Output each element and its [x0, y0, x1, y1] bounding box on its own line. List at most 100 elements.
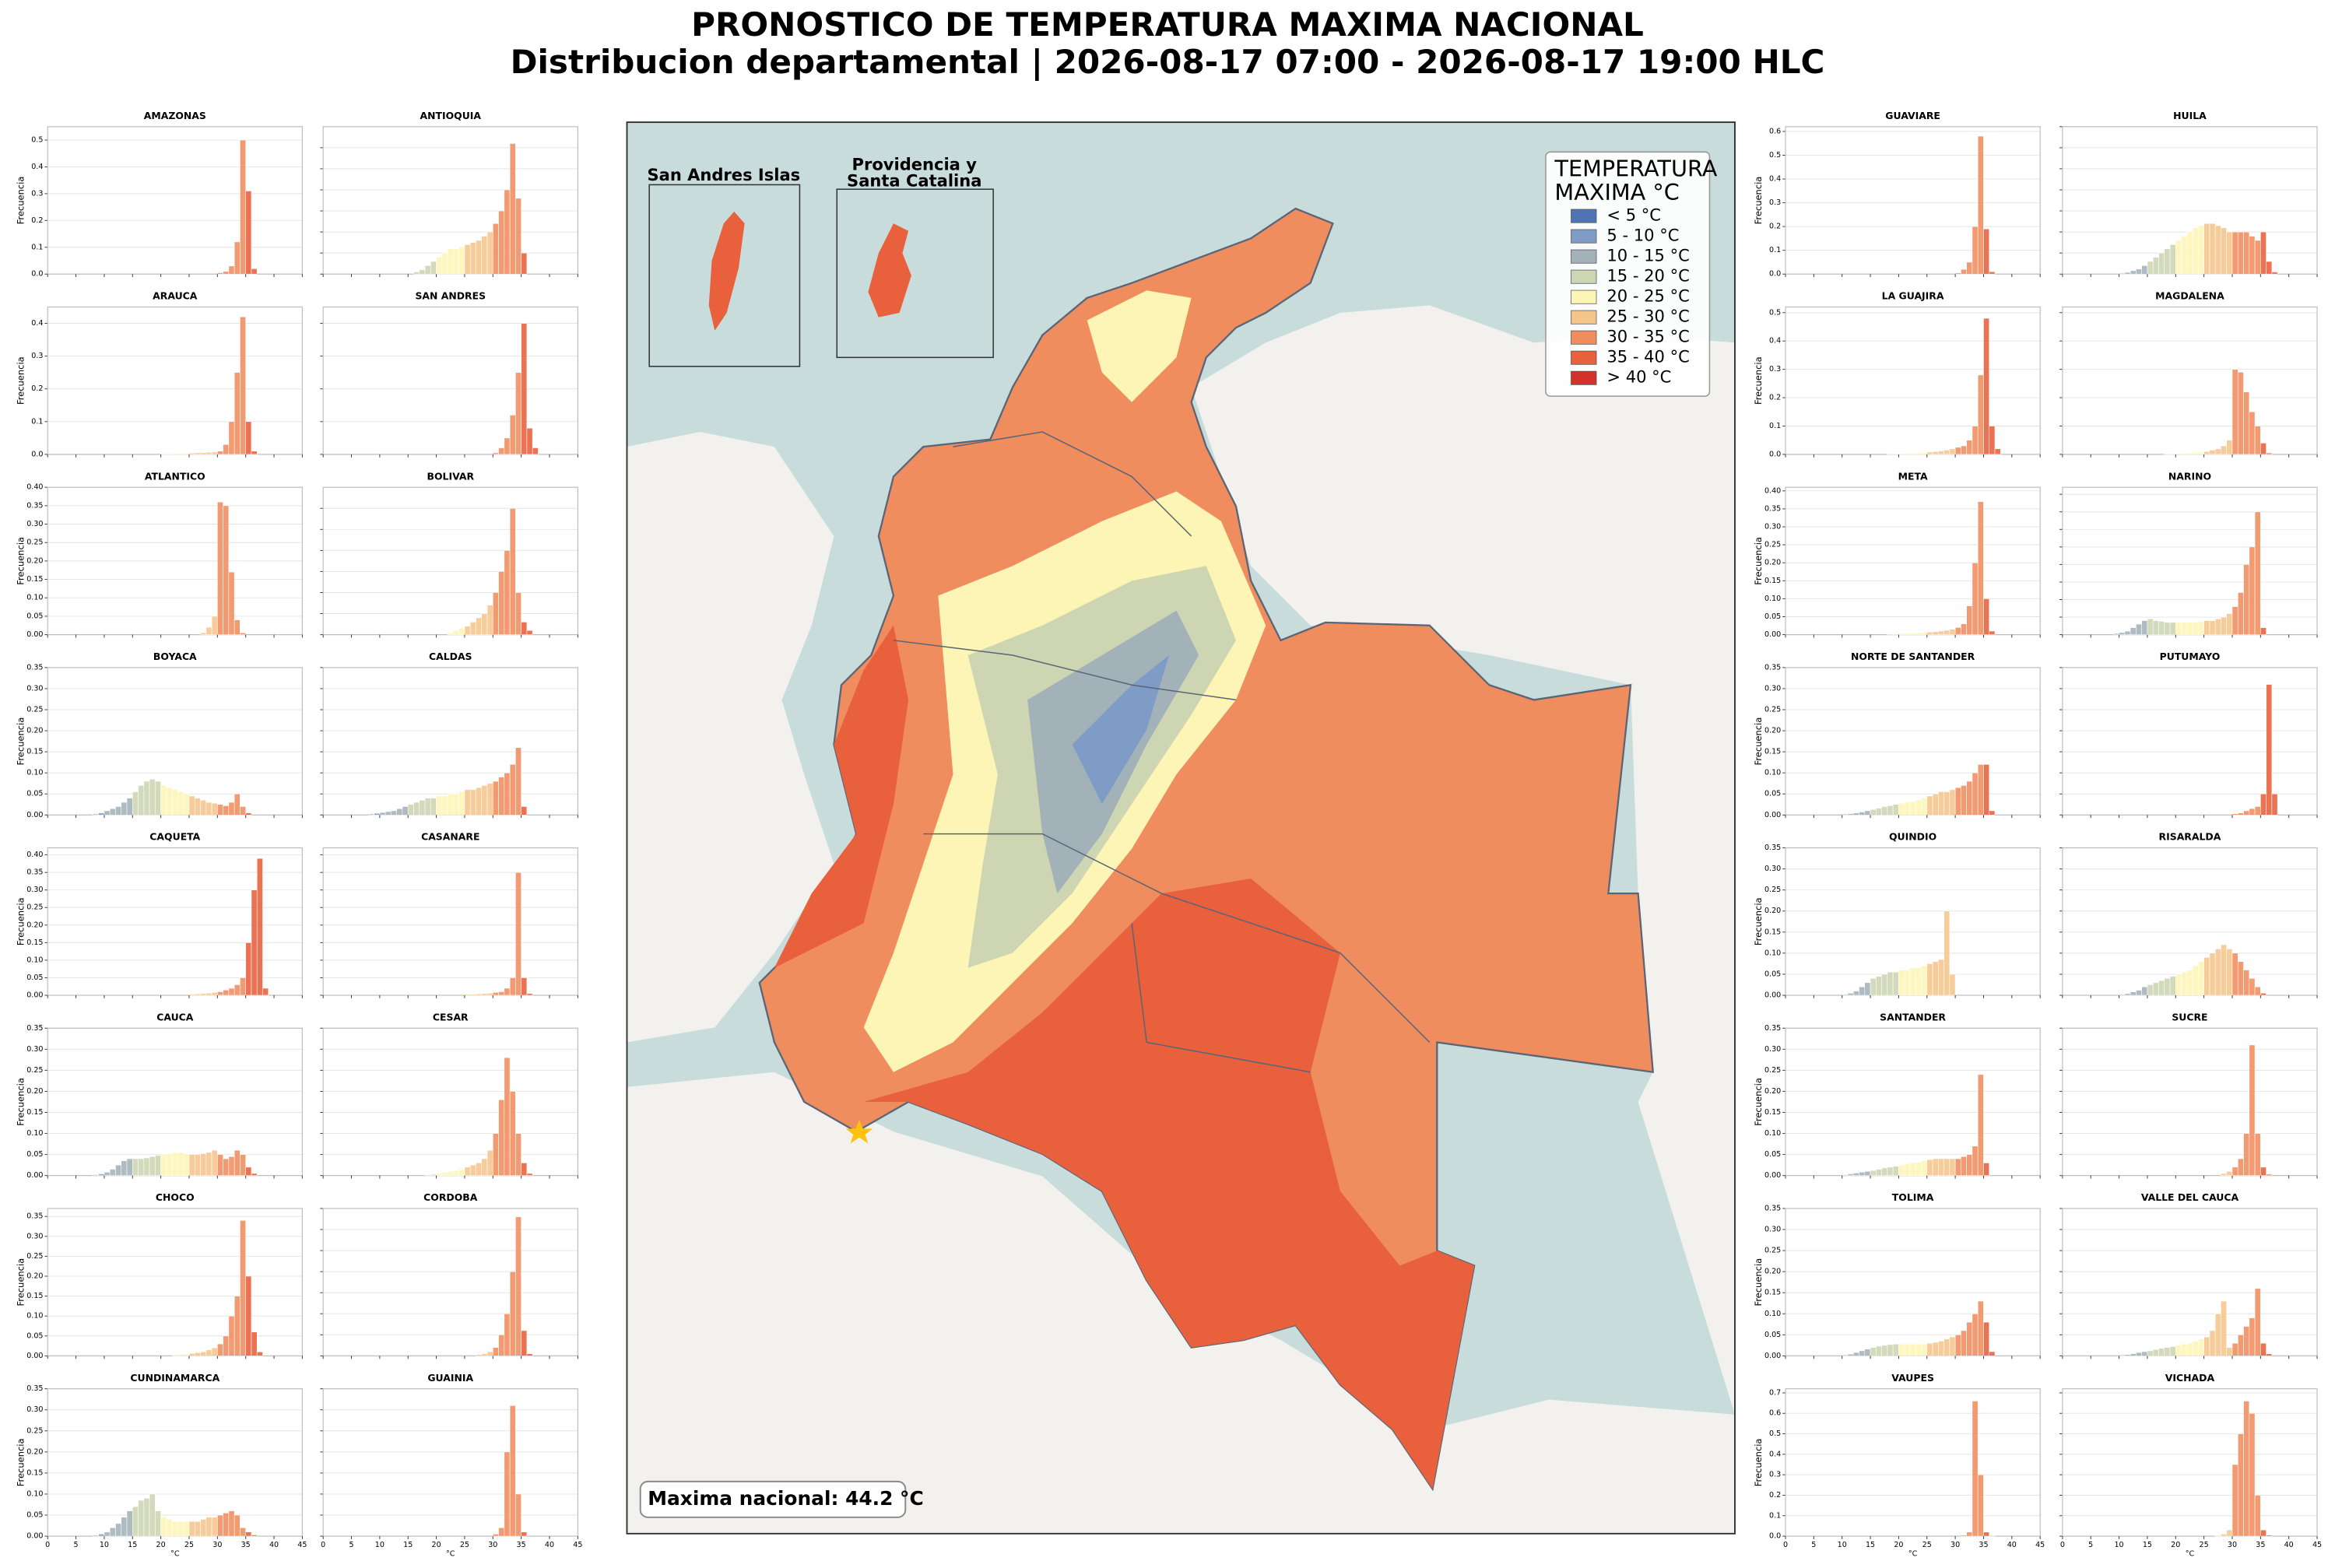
bar — [498, 1335, 505, 1356]
y-tick-label: 0.10 — [1764, 1310, 1781, 1318]
bar — [98, 1173, 105, 1176]
bar — [2181, 236, 2188, 275]
bar — [188, 1353, 195, 1356]
bar — [2254, 1133, 2261, 1176]
bar — [1961, 1535, 1967, 1537]
bar — [441, 795, 448, 816]
bar — [2254, 511, 2261, 635]
bar — [493, 223, 499, 275]
legend-swatch — [1571, 330, 1597, 345]
bar — [441, 252, 448, 275]
bar — [223, 505, 230, 635]
bar — [424, 1174, 431, 1176]
bar — [234, 1296, 241, 1356]
bar — [1852, 991, 1859, 996]
bar — [1977, 374, 1984, 455]
bar — [93, 1535, 99, 1537]
histogram-panel: CAQUETA 0.00 0.05 0.10 0.15 0.20 0.25 0.30 0.35 0… — [15, 831, 303, 999]
x-tick-label: 10 — [375, 1541, 384, 1549]
bar — [1977, 1074, 1984, 1176]
y-tick-label: 0.35 — [26, 1024, 43, 1033]
bar — [424, 265, 431, 275]
x-tick-label: 25 — [460, 1541, 469, 1549]
y-tick-label: 0.00 — [26, 1532, 43, 1541]
bar — [2260, 793, 2267, 816]
bar — [2266, 452, 2273, 455]
bar — [2186, 1342, 2193, 1356]
y-tick-label: 0.0 — [1769, 450, 1781, 458]
bar — [1943, 1158, 1951, 1176]
histogram-panel: ANTIOQUIA — [320, 110, 578, 278]
bar — [138, 1158, 145, 1176]
bar — [453, 793, 459, 816]
x-tick-label: 20 — [432, 1541, 441, 1549]
bar — [98, 812, 105, 816]
bar — [1898, 633, 1905, 635]
bar — [2192, 1341, 2199, 1356]
y-tick-label: 0.3 — [1769, 1471, 1781, 1479]
bar — [1904, 633, 1911, 635]
bar — [481, 1353, 488, 1356]
bar — [177, 1152, 184, 1176]
bar — [521, 1163, 528, 1176]
y-tick-label: 0.10 — [26, 1489, 43, 1498]
bar — [211, 616, 218, 635]
bar — [183, 452, 190, 455]
histogram-panel: CALDAS — [320, 651, 578, 819]
x-tick-label: 35 — [2256, 1541, 2265, 1549]
bar — [1972, 1313, 1979, 1356]
panel-title: VAUPES — [1891, 1372, 1934, 1384]
bar — [1983, 1163, 1990, 1176]
bar — [498, 777, 505, 816]
bar — [177, 791, 184, 816]
x-tick-label: 30 — [2228, 1541, 2237, 1549]
y-tick-label: 0.20 — [1764, 907, 1781, 915]
bar — [93, 1174, 99, 1176]
bar — [1972, 1145, 1979, 1176]
bar — [1881, 1345, 1888, 1356]
bar — [526, 1173, 533, 1176]
bar — [1847, 992, 1854, 996]
bar — [1989, 1351, 1996, 1356]
bar — [2186, 231, 2193, 275]
axes-frame — [1785, 306, 2041, 455]
bar — [1943, 630, 1951, 635]
x-tick-label: 35 — [517, 1541, 526, 1549]
x-tick-label: 0 — [1783, 1541, 1788, 1549]
bar — [104, 1172, 111, 1176]
inset-frame — [836, 188, 994, 359]
bar — [211, 802, 218, 816]
y-tick-label: 0.35 — [26, 868, 43, 877]
bar — [498, 447, 505, 455]
bar — [1915, 633, 1922, 635]
bar — [1870, 978, 1877, 996]
panel-title: CAUCA — [156, 1011, 194, 1023]
histogram-panel: AMAZONAS 0.0 0.1 0.2 0.3 0.4 0.5 Frecuencia — [15, 110, 303, 279]
x-tick-label: 0 — [45, 1541, 50, 1549]
bar — [447, 632, 454, 635]
histogram-panel: HUILA — [2059, 110, 2318, 278]
bar — [1949, 448, 1956, 455]
bar — [2243, 1133, 2250, 1176]
bar — [2231, 952, 2238, 996]
bar — [2260, 1529, 2267, 1537]
bar — [205, 802, 212, 816]
y-tick-label: 0.2 — [1769, 1491, 1781, 1500]
bar — [476, 787, 483, 816]
histogram-panel: BOLIVAR — [320, 470, 578, 638]
y-axis-label: Frecuencia — [1753, 717, 1764, 766]
panel-title: VICHADA — [2165, 1372, 2215, 1384]
y-tick-label: 0.05 — [26, 790, 43, 798]
axes-frame — [322, 1208, 578, 1356]
bar — [194, 798, 201, 816]
x-tick-label: 15 — [2143, 1541, 2152, 1549]
bar — [476, 1163, 483, 1176]
x-tick-label: 10 — [1838, 1541, 1847, 1549]
bar — [143, 1498, 150, 1537]
legend-label: < 5 °C — [1606, 205, 1661, 225]
bar — [251, 1173, 258, 1176]
bar — [1961, 785, 1967, 816]
bar — [2260, 627, 2267, 635]
x-tick-label: 5 — [1811, 1541, 1816, 1549]
y-tick-label: 0.35 — [1764, 663, 1781, 672]
